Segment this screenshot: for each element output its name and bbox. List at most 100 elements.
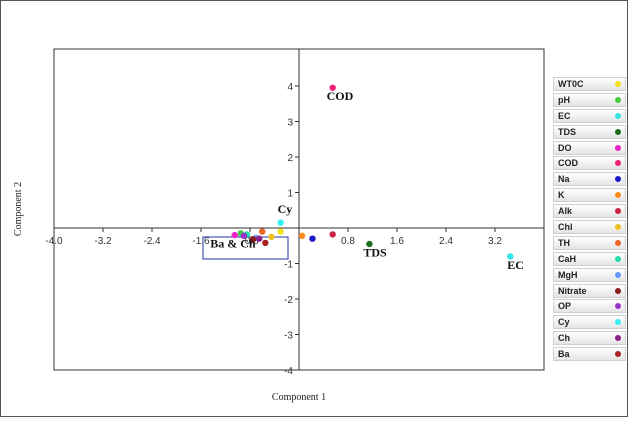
legend-label: COD [558, 158, 578, 169]
data-points [231, 84, 514, 260]
annotation-label: TDS [363, 245, 387, 259]
legend-label: Na [558, 174, 570, 185]
x-axis-title: Component 1 [272, 392, 326, 403]
legend-swatch [615, 271, 621, 278]
x-tick-label: 3.2 [488, 236, 502, 247]
legend-item-op[interactable]: OP [553, 299, 626, 314]
legend-label: CaH [558, 253, 577, 264]
point-alk [329, 231, 336, 238]
point-ch [255, 235, 263, 242]
legend-label: Alk [558, 206, 573, 217]
x-tick-label: -0.8 [241, 236, 259, 247]
x-tick-label: -3.2 [94, 236, 112, 247]
legend-swatch [615, 81, 621, 87]
legend-swatch [615, 319, 621, 326]
legend-item-cod[interactable]: COD [553, 156, 626, 171]
point-k [298, 232, 306, 240]
legend-swatch [615, 303, 621, 310]
point-do [231, 231, 238, 239]
legend-swatch [615, 239, 621, 246]
point-ba [262, 239, 269, 247]
legend-label: Chl [558, 222, 573, 233]
legend-label: Ch [558, 333, 570, 344]
legend-item-k[interactable]: K [553, 188, 626, 203]
legend-swatch [615, 351, 621, 358]
legend-swatch [615, 160, 621, 167]
point-na [309, 235, 316, 242]
legend-label: K [558, 190, 565, 201]
point-wt0c [277, 228, 284, 235]
y-tick-label: 4 [287, 82, 293, 93]
legend-label: Cy [558, 317, 570, 328]
legend-label: TH [558, 237, 570, 248]
x-tick-label: -1.6 [192, 236, 210, 247]
legend-swatch [615, 208, 621, 215]
x-tick-label: 2.4 [439, 236, 453, 247]
legend-item-chl[interactable]: Chl [553, 220, 626, 235]
legend-item-ph[interactable]: pH [553, 92, 626, 107]
point-annotations: COD Cy Ba & Ch TDS EC [210, 89, 524, 272]
legend-label: OP [558, 301, 572, 312]
legend-item-ch[interactable]: Ch [553, 331, 626, 346]
point-cod [329, 84, 336, 91]
legend-label: EC [558, 110, 571, 121]
annotation-label: Ba & Ch [210, 237, 256, 251]
legend-label: MgH [558, 269, 578, 280]
y-tick-label: 3 [287, 118, 293, 129]
legend-label: WT0C [558, 79, 584, 89]
x-tick-label: -4.0 [45, 236, 63, 247]
y-tick-label: 1 [287, 189, 293, 200]
annotation-label: COD [327, 89, 354, 103]
legend-item-tds[interactable]: TDS [553, 124, 626, 139]
y-axis-title: Component 2 [13, 182, 24, 236]
legend-swatch [615, 335, 621, 342]
legend-swatch [615, 112, 621, 119]
annotation-label: Cy [278, 202, 293, 216]
y-tick-label: -4 [284, 366, 293, 377]
legend-item-cah[interactable]: CaH [553, 251, 626, 266]
legend-label: pH [558, 94, 570, 105]
y-tick-label: 2 [287, 153, 293, 164]
y-tick-label: -1 [284, 260, 293, 271]
legend-item-cy[interactable]: Cy [553, 315, 626, 330]
x-tick-label: -2.4 [143, 236, 161, 247]
axes [54, 49, 544, 370]
legend-label: TDS [558, 126, 576, 137]
legend-label: Ba [558, 349, 570, 360]
x-tick-labels: -4.0 -3.2 -2.4 -1.6 -0.8 0.8 1.6 2.4 3.2 [45, 228, 502, 247]
legend-item-wt0c[interactable]: WT0C [553, 77, 626, 91]
legend-item-alk[interactable]: Alk [553, 204, 626, 219]
legend-label: Nitrate [558, 285, 587, 296]
point-nitrate [249, 236, 257, 243]
y-tick-label: -3 [284, 331, 293, 342]
point-ec [507, 253, 514, 260]
legend-item-ba[interactable]: Ba [553, 347, 626, 362]
legend-item-do[interactable]: DO [553, 140, 626, 155]
point-tds [366, 240, 373, 248]
legend-label: DO [558, 142, 572, 153]
legend-swatch [615, 96, 621, 103]
y-tick-label: -2 [284, 295, 293, 306]
point-chl [268, 233, 275, 241]
legend-item-na[interactable]: Na [553, 172, 626, 187]
legend-swatch [615, 287, 621, 294]
legend-item-mgh[interactable]: MgH [553, 267, 626, 282]
legend-swatch [615, 176, 621, 183]
point-cy [277, 219, 284, 226]
legend-swatch [615, 255, 621, 262]
point-op [240, 232, 248, 240]
x-tick-label: 1.6 [390, 236, 404, 247]
annotation-label: EC [507, 258, 524, 272]
legend-swatch [615, 128, 621, 135]
x-tick-label: 0.8 [341, 236, 355, 247]
y-tick-labels: 4 3 2 1 -1 -2 -3 -4 [284, 82, 299, 377]
legend-item-th[interactable]: TH [553, 235, 626, 250]
point-th [259, 228, 266, 235]
legend-item-ec[interactable]: EC [553, 108, 626, 123]
legend: WT0C pH EC TDS DO COD Na K Alk Chl TH CaH MgH Nitrate… [553, 77, 626, 363]
legend-swatch [615, 144, 621, 151]
legend-item-nitrate[interactable]: Nitrate [553, 283, 626, 298]
legend-swatch [615, 192, 621, 199]
